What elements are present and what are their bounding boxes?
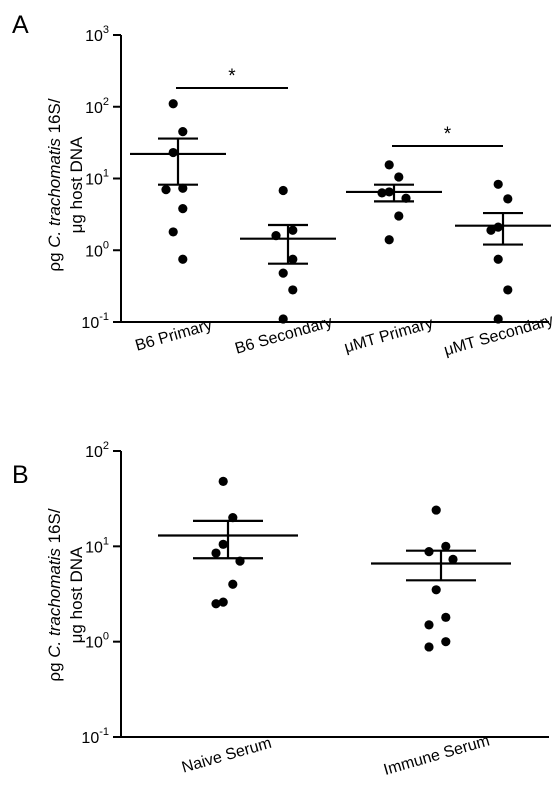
data-point	[441, 612, 451, 622]
y-tick-label: 102	[85, 440, 109, 461]
data-point	[168, 99, 178, 109]
data-point	[384, 160, 394, 170]
data-point	[431, 585, 441, 595]
data-point	[288, 225, 298, 235]
y-tick-label: 101	[85, 168, 109, 189]
data-point	[168, 147, 178, 158]
data-point	[493, 179, 503, 189]
data-point	[178, 204, 188, 214]
group-b6-primary	[130, 99, 226, 264]
group-mt-primary	[346, 160, 442, 245]
data-point	[161, 185, 171, 195]
data-point	[278, 185, 288, 196]
data-point	[431, 505, 441, 515]
significance-star: *	[228, 66, 236, 87]
data-point	[486, 225, 496, 235]
group-immune-serum	[371, 505, 511, 652]
data-point	[441, 541, 451, 551]
panel-b: B 10-1 100 101 102 ρg C. trachomatis 16S/μg h…	[12, 440, 549, 779]
panel-label: A	[12, 11, 29, 39]
group-mt-secondary	[455, 179, 551, 324]
data-point	[503, 194, 513, 204]
data-point	[178, 127, 188, 137]
y-tick-label: 10-1	[81, 726, 109, 747]
data-point	[168, 227, 178, 237]
significance-star: *	[444, 124, 452, 145]
data-point	[288, 254, 298, 264]
y-axis-label: ρg C. trachomatis 16S/μg host DNA	[45, 508, 86, 681]
data-point	[448, 554, 458, 564]
data-point	[278, 314, 288, 324]
y-tick-label: 101	[85, 535, 109, 556]
data-point	[178, 183, 188, 193]
y-axis-label: ρg C. trachomatis 16S/μg host DNA	[45, 98, 86, 271]
x-category-label: Immune Serum	[382, 732, 492, 778]
data-point	[218, 476, 228, 486]
data-point	[211, 599, 221, 609]
data-point	[441, 637, 451, 647]
data-point	[384, 235, 394, 245]
data-point	[228, 579, 238, 589]
data-point	[288, 285, 298, 295]
x-category-label: Naive Serum	[180, 735, 274, 777]
data-point	[424, 620, 434, 630]
data-point	[493, 254, 503, 264]
y-tick-label: 102	[85, 96, 109, 117]
y-tick-label: 100	[85, 239, 109, 260]
group-b6-secondary	[240, 185, 336, 324]
group-naive-serum	[158, 476, 298, 609]
y-tick-label: 10-1	[81, 311, 109, 332]
data-point	[218, 597, 228, 607]
y-tick-label: 103	[85, 24, 109, 45]
data-point	[394, 211, 404, 221]
data-point	[424, 642, 434, 652]
data-point	[218, 539, 228, 549]
panel-label: B	[12, 461, 29, 489]
data-point	[503, 285, 513, 295]
data-point	[278, 268, 288, 278]
data-point	[394, 172, 404, 182]
y-tick-label: 100	[85, 631, 109, 652]
data-point	[493, 314, 503, 324]
panel-a: A 10-1 100 101 102 103 ρg C. trachomatis 16S/μ…	[12, 11, 553, 359]
data-point	[178, 254, 188, 264]
data-point	[211, 548, 221, 558]
